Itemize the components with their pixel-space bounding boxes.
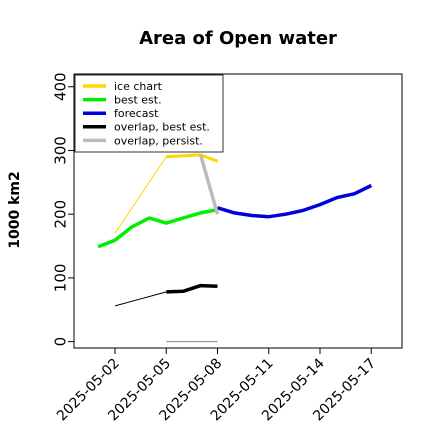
- legend-label-3: overlap, best est.: [114, 121, 210, 134]
- plot-area: [97, 153, 373, 343]
- series-line-ice-chart-1: [166, 153, 219, 163]
- y-tick-label-4: 400: [51, 72, 69, 101]
- legend-label-2: forecast: [114, 107, 159, 120]
- y-tick-label-0: 0: [51, 337, 69, 347]
- y-axis-label: 1000 km2: [7, 171, 23, 248]
- series-line-overlap-persist--6: [198, 154, 220, 215]
- series-line-best-est--2: [97, 207, 218, 249]
- series-line-overlap-best-est--4: [114, 291, 167, 307]
- legend-label-1: best est.: [114, 93, 162, 106]
- y-tick-label-2: 200: [51, 200, 69, 229]
- legend-label-4: overlap, persist.: [114, 134, 203, 147]
- y-tick-label-1: 100: [51, 264, 69, 293]
- series-line-forecast-3: [216, 183, 373, 219]
- chart-title: Area of Open water: [139, 28, 337, 49]
- series-line-overlap-best-est--5: [166, 283, 218, 294]
- legend-label-0: ice chart: [114, 80, 163, 93]
- y-tick-label-3: 300: [51, 136, 69, 165]
- plot-frame: [73, 73, 403, 349]
